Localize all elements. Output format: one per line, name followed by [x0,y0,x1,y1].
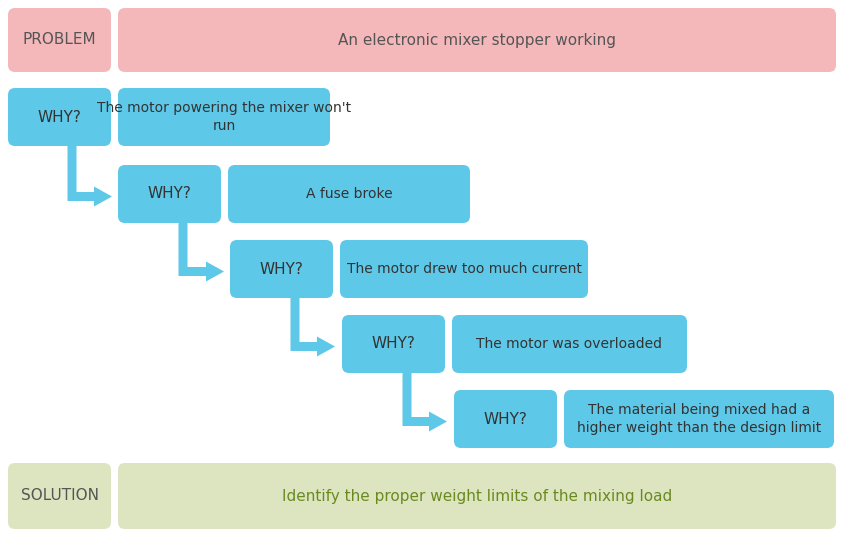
FancyBboxPatch shape [452,315,687,373]
Text: WHY?: WHY? [148,187,192,202]
Text: WHY?: WHY? [37,109,81,124]
Text: The motor powering the mixer won't
run: The motor powering the mixer won't run [97,101,351,133]
Text: The motor drew too much current: The motor drew too much current [347,262,582,276]
FancyBboxPatch shape [564,390,834,448]
FancyBboxPatch shape [118,463,836,529]
FancyBboxPatch shape [8,8,111,72]
Text: An electronic mixer stopper working: An electronic mixer stopper working [338,33,616,48]
Text: The motor was overloaded: The motor was overloaded [477,337,662,351]
FancyBboxPatch shape [8,88,111,146]
FancyBboxPatch shape [118,165,221,223]
Text: A fuse broke: A fuse broke [305,187,393,201]
Text: SOLUTION: SOLUTION [20,488,98,503]
FancyBboxPatch shape [340,240,588,298]
FancyBboxPatch shape [454,390,557,448]
FancyBboxPatch shape [230,240,333,298]
FancyBboxPatch shape [8,463,111,529]
FancyBboxPatch shape [228,165,470,223]
Polygon shape [68,142,112,206]
Text: WHY?: WHY? [259,262,304,277]
Text: Identify the proper weight limits of the mixing load: Identify the proper weight limits of the… [282,488,672,503]
Text: WHY?: WHY? [483,412,527,427]
FancyBboxPatch shape [118,88,330,146]
Text: WHY?: WHY? [371,337,416,352]
Text: PROBLEM: PROBLEM [23,33,97,48]
Polygon shape [178,218,224,281]
Text: The material being mixed had a
higher weight than the design limit: The material being mixed had a higher we… [577,403,821,435]
FancyBboxPatch shape [342,315,445,373]
Polygon shape [291,293,335,356]
FancyBboxPatch shape [118,8,836,72]
Polygon shape [403,368,447,431]
